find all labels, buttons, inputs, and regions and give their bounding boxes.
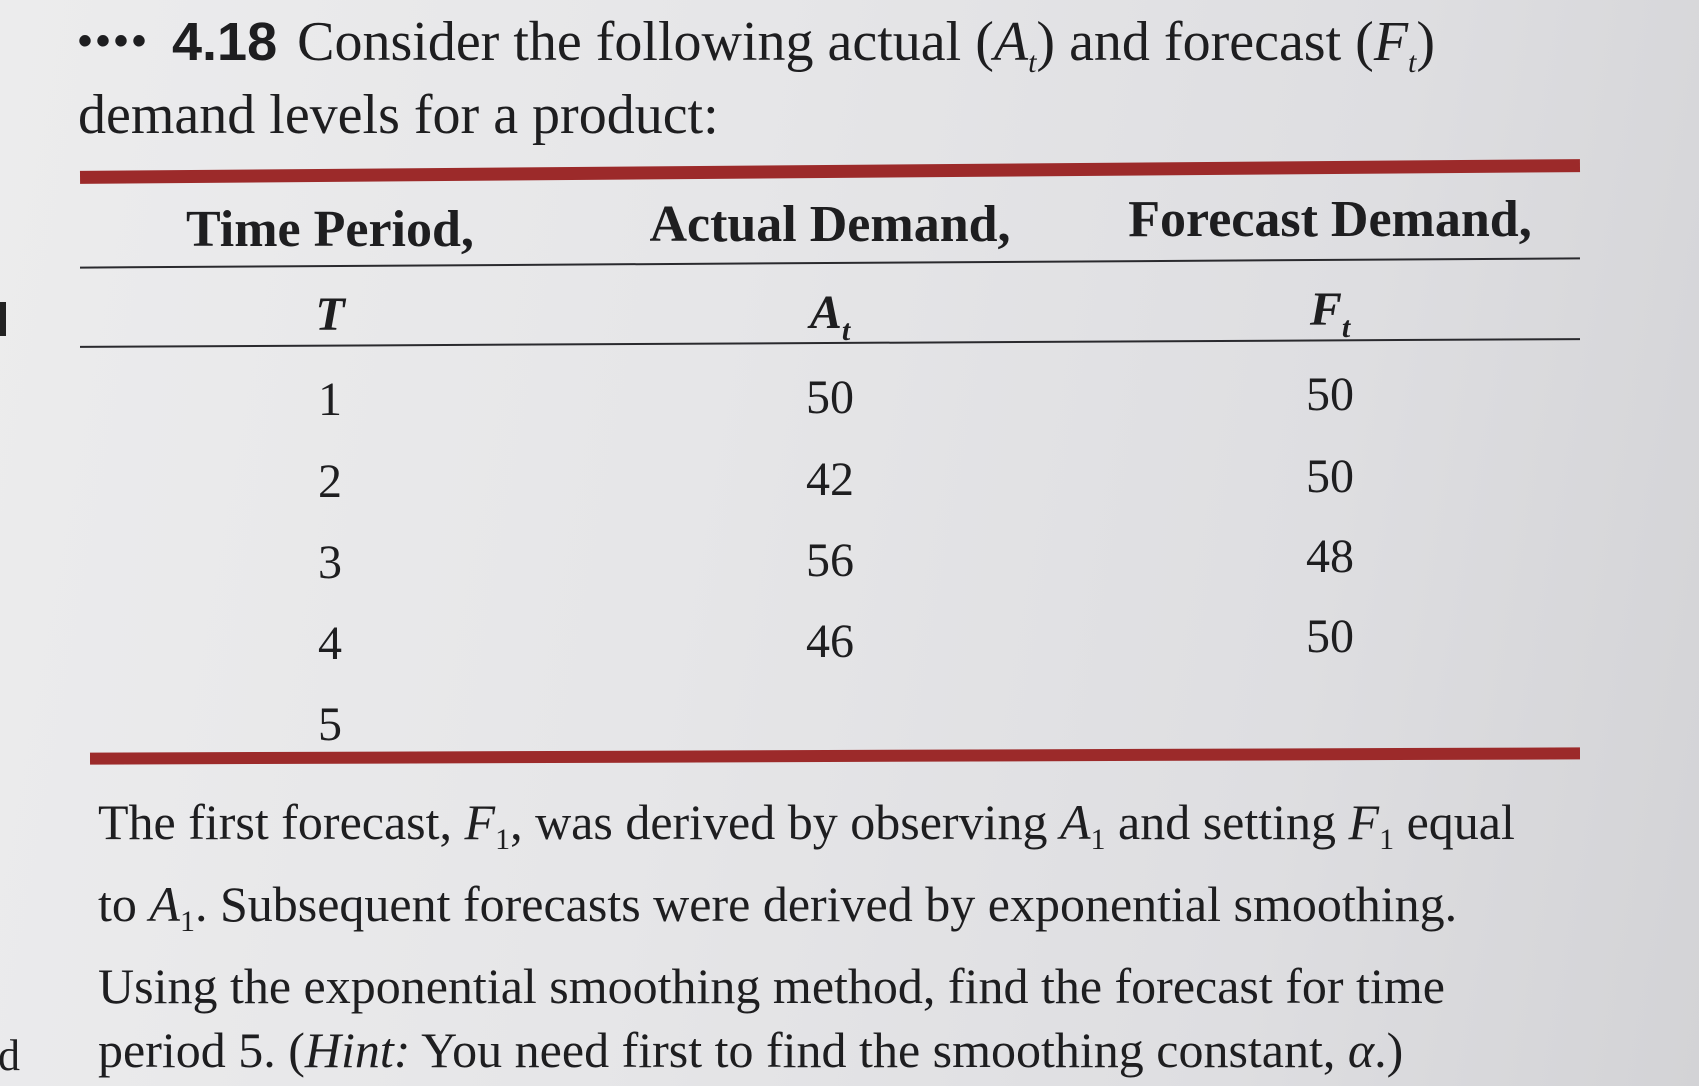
intro-text-b: and forecast <box>1055 11 1356 73</box>
row-3-actual: 56 <box>806 534 854 587</box>
row-1-time: 1 <box>318 373 342 426</box>
actual-subscript: t <box>1028 46 1037 80</box>
problem-statement-line2: demand levels for a product: <box>78 84 719 146</box>
row-2-time: 2 <box>318 455 342 508</box>
header-forecast-demand: Forecast Demand, <box>1128 191 1532 248</box>
header-time-period: Time Period, <box>186 201 474 258</box>
row-2-forecast: 50 <box>1306 450 1354 503</box>
subheader-t: T <box>315 288 345 341</box>
table-top-rule <box>79 159 1581 184</box>
row-2-actual: 42 <box>806 453 854 506</box>
row-3-forecast: 48 <box>1306 530 1354 583</box>
row-1-actual: 50 <box>806 371 854 424</box>
row-4-time: 4 <box>318 617 342 670</box>
actual-symbol: A <box>993 11 1029 73</box>
row-4-actual: 46 <box>806 615 854 668</box>
margin-mark <box>0 302 6 336</box>
forecast-subscript: t <box>1408 46 1417 80</box>
subheader-f: Ft <box>1309 283 1351 344</box>
forecast-symbol: F <box>1373 11 1409 73</box>
question-line-1: The first forecast, F1, was derived by o… <box>98 794 1515 856</box>
row-3-time: 3 <box>318 536 342 589</box>
problem-statement-line1: •••• 4.18 Consider the following actual (A… <box>78 4 1598 100</box>
question-line-3: Using the exponential smoothing method, … <box>98 958 1445 1014</box>
header-actual-demand: Actual Demand, <box>649 196 1011 253</box>
problem-number: 4.18 <box>172 12 278 72</box>
intro-text-a: Consider the following actual <box>297 11 976 73</box>
question-line-4: period 5. (Hint: You need first to find … <box>98 1022 1404 1078</box>
question-line-2: to A1. Subsequent forecasts were derived… <box>98 876 1458 938</box>
subheader-a: At <box>809 286 851 347</box>
margin-text-fragment: d <box>0 1031 20 1080</box>
difficulty-dots: •••• <box>78 19 151 63</box>
row-1-forecast: 50 <box>1306 368 1354 421</box>
problem-question: The first forecast, F1, was derived by o… <box>98 790 1598 1082</box>
row-4-forecast: 50 <box>1306 610 1354 663</box>
row-5-time: 5 <box>318 698 342 751</box>
